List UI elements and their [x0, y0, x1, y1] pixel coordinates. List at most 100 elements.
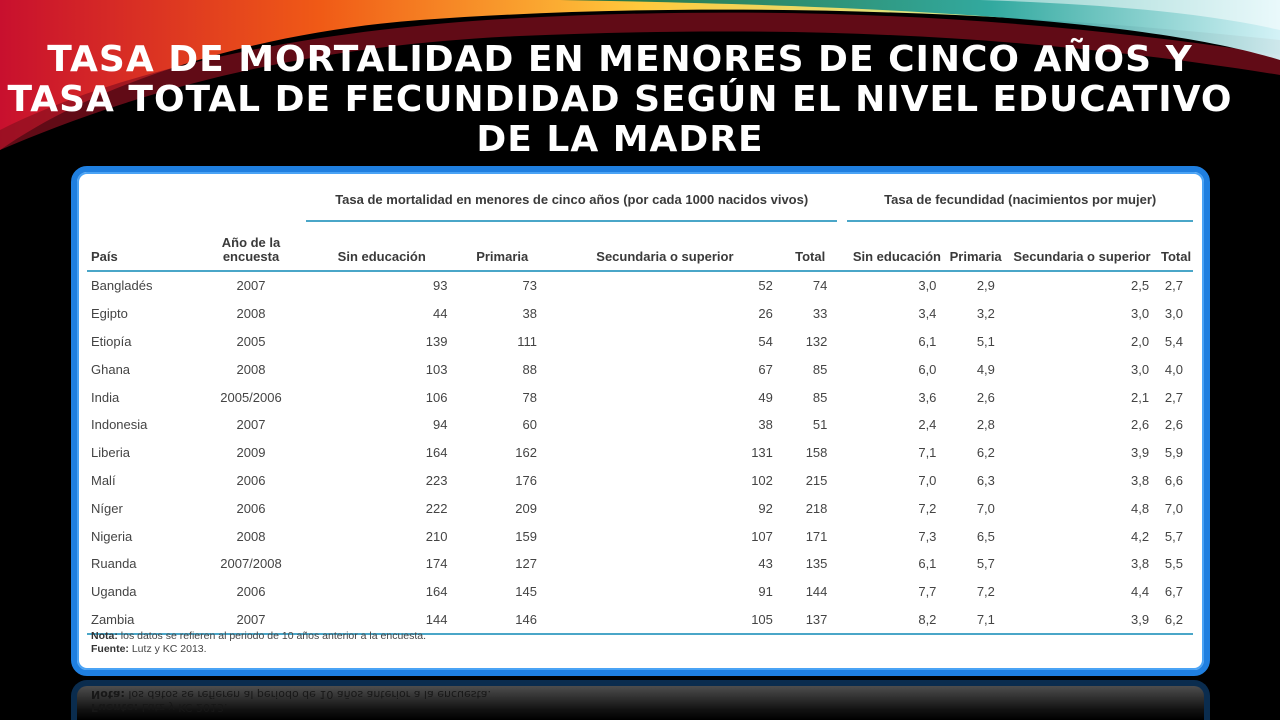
cell-fertility-none: 6,0 [918, 361, 937, 377]
cell-fertility-total: 5,9 [1164, 445, 1183, 461]
cell-mortality-secondary: 43 [758, 556, 773, 572]
cell-fertility-none: 3,4 [918, 306, 937, 322]
cell-fertility-secondary: 3,9 [1131, 445, 1150, 461]
cell-mortality-secondary: 52 [758, 278, 773, 294]
table-row: Indonesia 2007 94 60 38 51 2,4 2,8 2,6 2,6 [87, 411, 1193, 439]
cell-year: 2007 [236, 278, 266, 294]
cell-mortality-primary: 111 [517, 333, 537, 349]
cell-fertility-total: 6,7 [1164, 584, 1183, 600]
table-row: Zambia 2007 144 146 105 137 8,2 7,1 3,9 6,2 [87, 605, 1193, 636]
cell-mortality-primary: 60 [522, 417, 537, 433]
cell-fertility-secondary: 4,8 [1131, 500, 1150, 516]
cell-mortality-primary: 78 [522, 389, 537, 405]
cell-mortality-none: 223 [425, 472, 448, 488]
cell-mortality-none: 210 [425, 528, 448, 544]
table-body: Bangladés 2007 93 73 52 74 3,0 2,9 2,5 2,7 Egipto 2… [87, 271, 1193, 636]
cell-fertility-primary: 4,9 [976, 361, 995, 377]
cell-mortality-none: 93 [433, 278, 448, 294]
cell-mortality-total: 135 [805, 556, 828, 572]
source-line: Fuente: Lutz y KC 2013. [91, 643, 426, 656]
cell-country: Ghana [91, 361, 131, 377]
cell-mortality-secondary: 91 [758, 584, 773, 600]
cell-fertility-primary: 2,9 [976, 278, 995, 294]
source-label: Fuente: [91, 643, 129, 655]
cell-fertility-primary: 3,2 [976, 306, 995, 322]
cell-mortality-none: 139 [425, 333, 448, 349]
table-column-header-row: País Año de la encuesta Sin educación Pr… [87, 221, 1193, 272]
cell-fertility-secondary: 4,4 [1131, 584, 1150, 600]
cell-mortality-primary: 88 [522, 361, 537, 377]
cell-fertility-secondary: 2,1 [1131, 389, 1150, 405]
column-header-mortality-primary: Primaria [457, 221, 547, 272]
cell-fertility-secondary: 3,8 [1131, 472, 1150, 488]
cell-mortality-total: 33 [812, 306, 828, 322]
cell-fertility-none: 3,0 [918, 278, 937, 294]
cell-fertility-none: 7,0 [918, 472, 937, 488]
cell-fertility-primary: 6,5 [976, 528, 995, 544]
cell-year: 2007/2008 [220, 556, 282, 572]
cell-mortality-total: 85 [812, 389, 828, 405]
cell-country: Egipto [91, 306, 128, 322]
cell-fertility-primary: 5,1 [976, 333, 995, 349]
column-header-country: País [87, 221, 196, 272]
cell-mortality-primary: 209 [515, 500, 537, 516]
column-header-year: Año de la encuesta [196, 221, 306, 272]
cell-year: 2008 [236, 528, 266, 544]
cell-mortality-none: 106 [425, 389, 448, 405]
cell-mortality-total: 158 [805, 445, 828, 461]
cell-fertility-none: 6,1 [918, 333, 937, 349]
cell-mortality-primary: 146 [457, 605, 547, 636]
source-text: Lutz y KC 2013. [131, 643, 207, 655]
cell-fertility-none: 2,4 [918, 417, 937, 433]
cell-year: 2006 [236, 500, 266, 516]
cell-mortality-none: 144 [306, 605, 458, 636]
cell-country: Etiopía [91, 333, 132, 349]
table-row: India 2005/2006 106 78 49 85 3,6 2,6 2,1 2,7 [87, 383, 1193, 411]
table-row: Etiopía 2005 139 111 54 132 6,1 5,1 2,0 5,4 [87, 328, 1193, 356]
table-row: Liberia 2009 164 162 131 158 7,1 6,2 3,9 5,9 [87, 439, 1193, 467]
cell-fertility-secondary: 2,0 [1131, 333, 1150, 349]
cell-fertility-secondary: 4,2 [1131, 528, 1150, 544]
cell-mortality-total: 74 [812, 278, 828, 294]
cell-country: Uganda [91, 584, 137, 600]
cell-fertility-none: 6,1 [918, 556, 937, 572]
column-header-fertility-total: Total [1159, 221, 1193, 272]
cell-fertility-total: 7,0 [1164, 500, 1183, 516]
decorative-swoosh [0, 0, 1280, 151]
cell-fertility-none: 3,6 [918, 389, 937, 405]
cell-mortality-primary: 162 [515, 445, 537, 461]
cell-fertility-total: 6,2 [1159, 605, 1193, 636]
cell-fertility-none: 7,1 [918, 445, 937, 461]
table-frame: Tasa de mortalidad en menores de cinco a… [71, 166, 1210, 676]
cell-fertility-secondary: 2,6 [1131, 417, 1150, 433]
cell-year: 2007 [196, 605, 306, 636]
cell-mortality-secondary: 107 [751, 528, 773, 544]
cell-country: Nigeria [91, 528, 133, 544]
cell-fertility-primary: 2,6 [976, 389, 995, 405]
cell-year: 2008 [236, 306, 266, 322]
cell-mortality-total: 137 [782, 605, 838, 636]
cell-mortality-primary: 159 [515, 528, 537, 544]
table-row: Egipto 2008 44 38 26 33 3,4 3,2 3,0 3,0 [87, 300, 1193, 328]
cell-fertility-primary: 7,0 [976, 500, 995, 516]
cell-year: 2005/2006 [220, 389, 282, 405]
cell-mortality-total: 144 [805, 584, 828, 600]
note-line: Nota: los datos se refieren al periodo d… [91, 630, 426, 643]
cell-mortality-total: 215 [805, 472, 828, 488]
cell-country: Ruanda [91, 556, 137, 572]
cell-mortality-secondary: 38 [758, 417, 773, 433]
cell-fertility-total: 6,6 [1164, 472, 1183, 488]
cell-fertility-primary: 7,1 [946, 605, 1005, 636]
column-header-fertility-secondary: Secundaria o superior [1004, 221, 1160, 272]
cell-fertility-primary: 6,2 [976, 445, 995, 461]
cell-mortality-none: 174 [425, 556, 448, 572]
cell-country: Malí [91, 472, 116, 488]
column-header-mortality-total: Total [782, 221, 838, 272]
cell-year: 2008 [236, 361, 266, 377]
cell-year: 2006 [236, 472, 266, 488]
cell-fertility-total: 5,4 [1164, 333, 1183, 349]
cell-fertility-total: 3,0 [1164, 306, 1183, 322]
cell-mortality-secondary: 131 [751, 445, 773, 461]
cell-country: Indonesia [91, 417, 148, 433]
cell-fertility-secondary: 3,0 [1131, 361, 1150, 377]
